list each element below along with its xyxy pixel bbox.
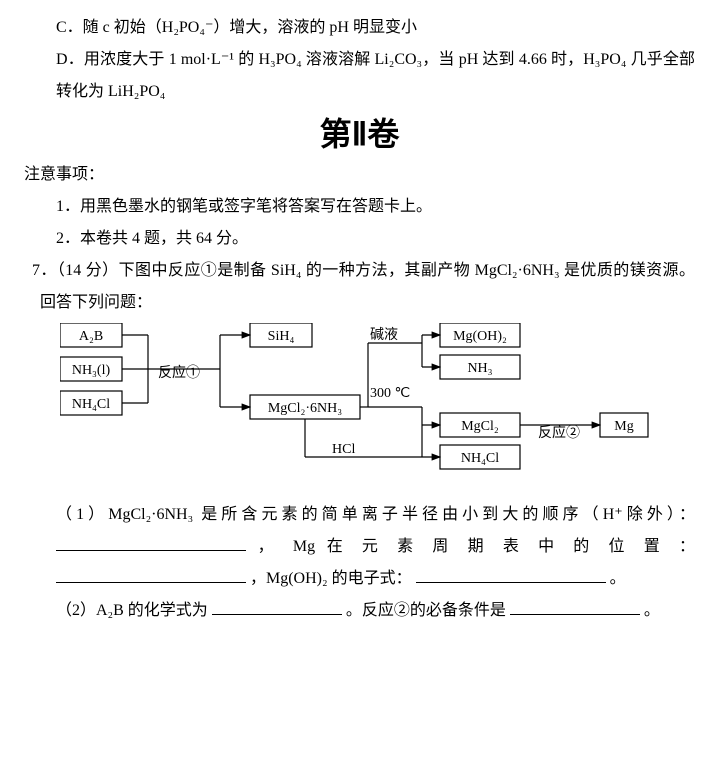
q7-sub1: （1）MgCl₂·6NH₃ 是所含元素的简单离子半径由小到大的顺序（H⁺除外）：…: [24, 499, 695, 595]
notice-heading: 注意事项：: [24, 159, 695, 191]
notice-2: 2．本卷共 4 题，共 64 分。: [24, 223, 695, 255]
blank-5[interactable]: [510, 598, 640, 615]
svg-text:NH₄Cl: NH₄Cl: [71, 397, 109, 412]
q7-sub1-a: （1）MgCl₂·6NH₃ 是所含元素的简单离子半径由小到大的顺序（H⁺除外）：: [56, 506, 695, 523]
svg-text:300 ℃: 300 ℃: [370, 386, 410, 401]
svg-text:Mg: Mg: [614, 419, 633, 434]
blank-1[interactable]: [56, 534, 246, 551]
q7-sub2-b: 。反应②的必备条件是: [346, 602, 506, 619]
q7-sub2-end: 。: [644, 602, 660, 619]
section-title: 第Ⅱ卷: [24, 112, 695, 157]
svg-text:Mg(OH)₂: Mg(OH)₂: [453, 329, 507, 344]
svg-text:NH₄Cl: NH₄Cl: [460, 451, 498, 466]
svg-text:A₂B: A₂B: [78, 329, 102, 344]
blank-2[interactable]: [56, 566, 246, 583]
option-d: D．用浓度大于 1 mol·L⁻¹ 的 H₃PO₄ 溶液溶解 Li₂CO₃，当 …: [24, 44, 695, 108]
svg-text:MgCl₂: MgCl₂: [461, 419, 499, 434]
q7-stem-text: 7．（14 分）下图中反应①是制备 SiH₄ 的一种方法，其副产物 MgCl₂·…: [32, 262, 695, 311]
svg-text:MgCl₂·6NH₃: MgCl₂·6NH₃: [267, 401, 341, 416]
svg-text:NH₃: NH₃: [467, 361, 492, 376]
svg-text:NH₃(l): NH₃(l): [71, 363, 110, 378]
svg-text:HCl: HCl: [332, 442, 355, 457]
svg-text:SiH₄: SiH₄: [267, 329, 294, 344]
option-c: C．随 c 初始（H₂PO₄⁻）增大，溶液的 pH 明显变小: [24, 12, 695, 44]
svg-text:反应①: 反应①: [158, 364, 200, 381]
blank-3[interactable]: [416, 566, 606, 583]
q7-sub2: （2）A₂B 的化学式为 。反应②的必备条件是 。: [24, 595, 695, 627]
flowchart: A₂B NH₃(l) NH₄Cl SiH₄ MgCl₂·6NH₃ Mg(OH)₂ NH₃ Mg…: [24, 323, 695, 495]
svg-text:碱液: 碱液: [370, 327, 398, 343]
svg-text:反应②: 反应②: [538, 424, 580, 441]
q7-sub2-a: （2）A₂B 的化学式为: [56, 602, 208, 619]
q7-sub1-end: 。: [610, 570, 626, 587]
q7-stem: 7．（14 分）下图中反应①是制备 SiH₄ 的一种方法，其副产物 MgCl₂·…: [32, 255, 695, 319]
q7-sub1-b: ， Mg 在 元 素 周 期 表 中 的 位 置 ：: [258, 538, 695, 555]
q7-sub1-c: ，Mg(OH)₂ 的电子式：: [250, 570, 412, 587]
notice-1: 1．用黑色墨水的钢笔或签字笔将答案写在答题卡上。: [24, 191, 695, 223]
blank-4[interactable]: [212, 598, 342, 615]
flowchart-svg: A₂B NH₃(l) NH₄Cl SiH₄ MgCl₂·6NH₃ Mg(OH)₂ NH₃ Mg…: [60, 323, 660, 483]
